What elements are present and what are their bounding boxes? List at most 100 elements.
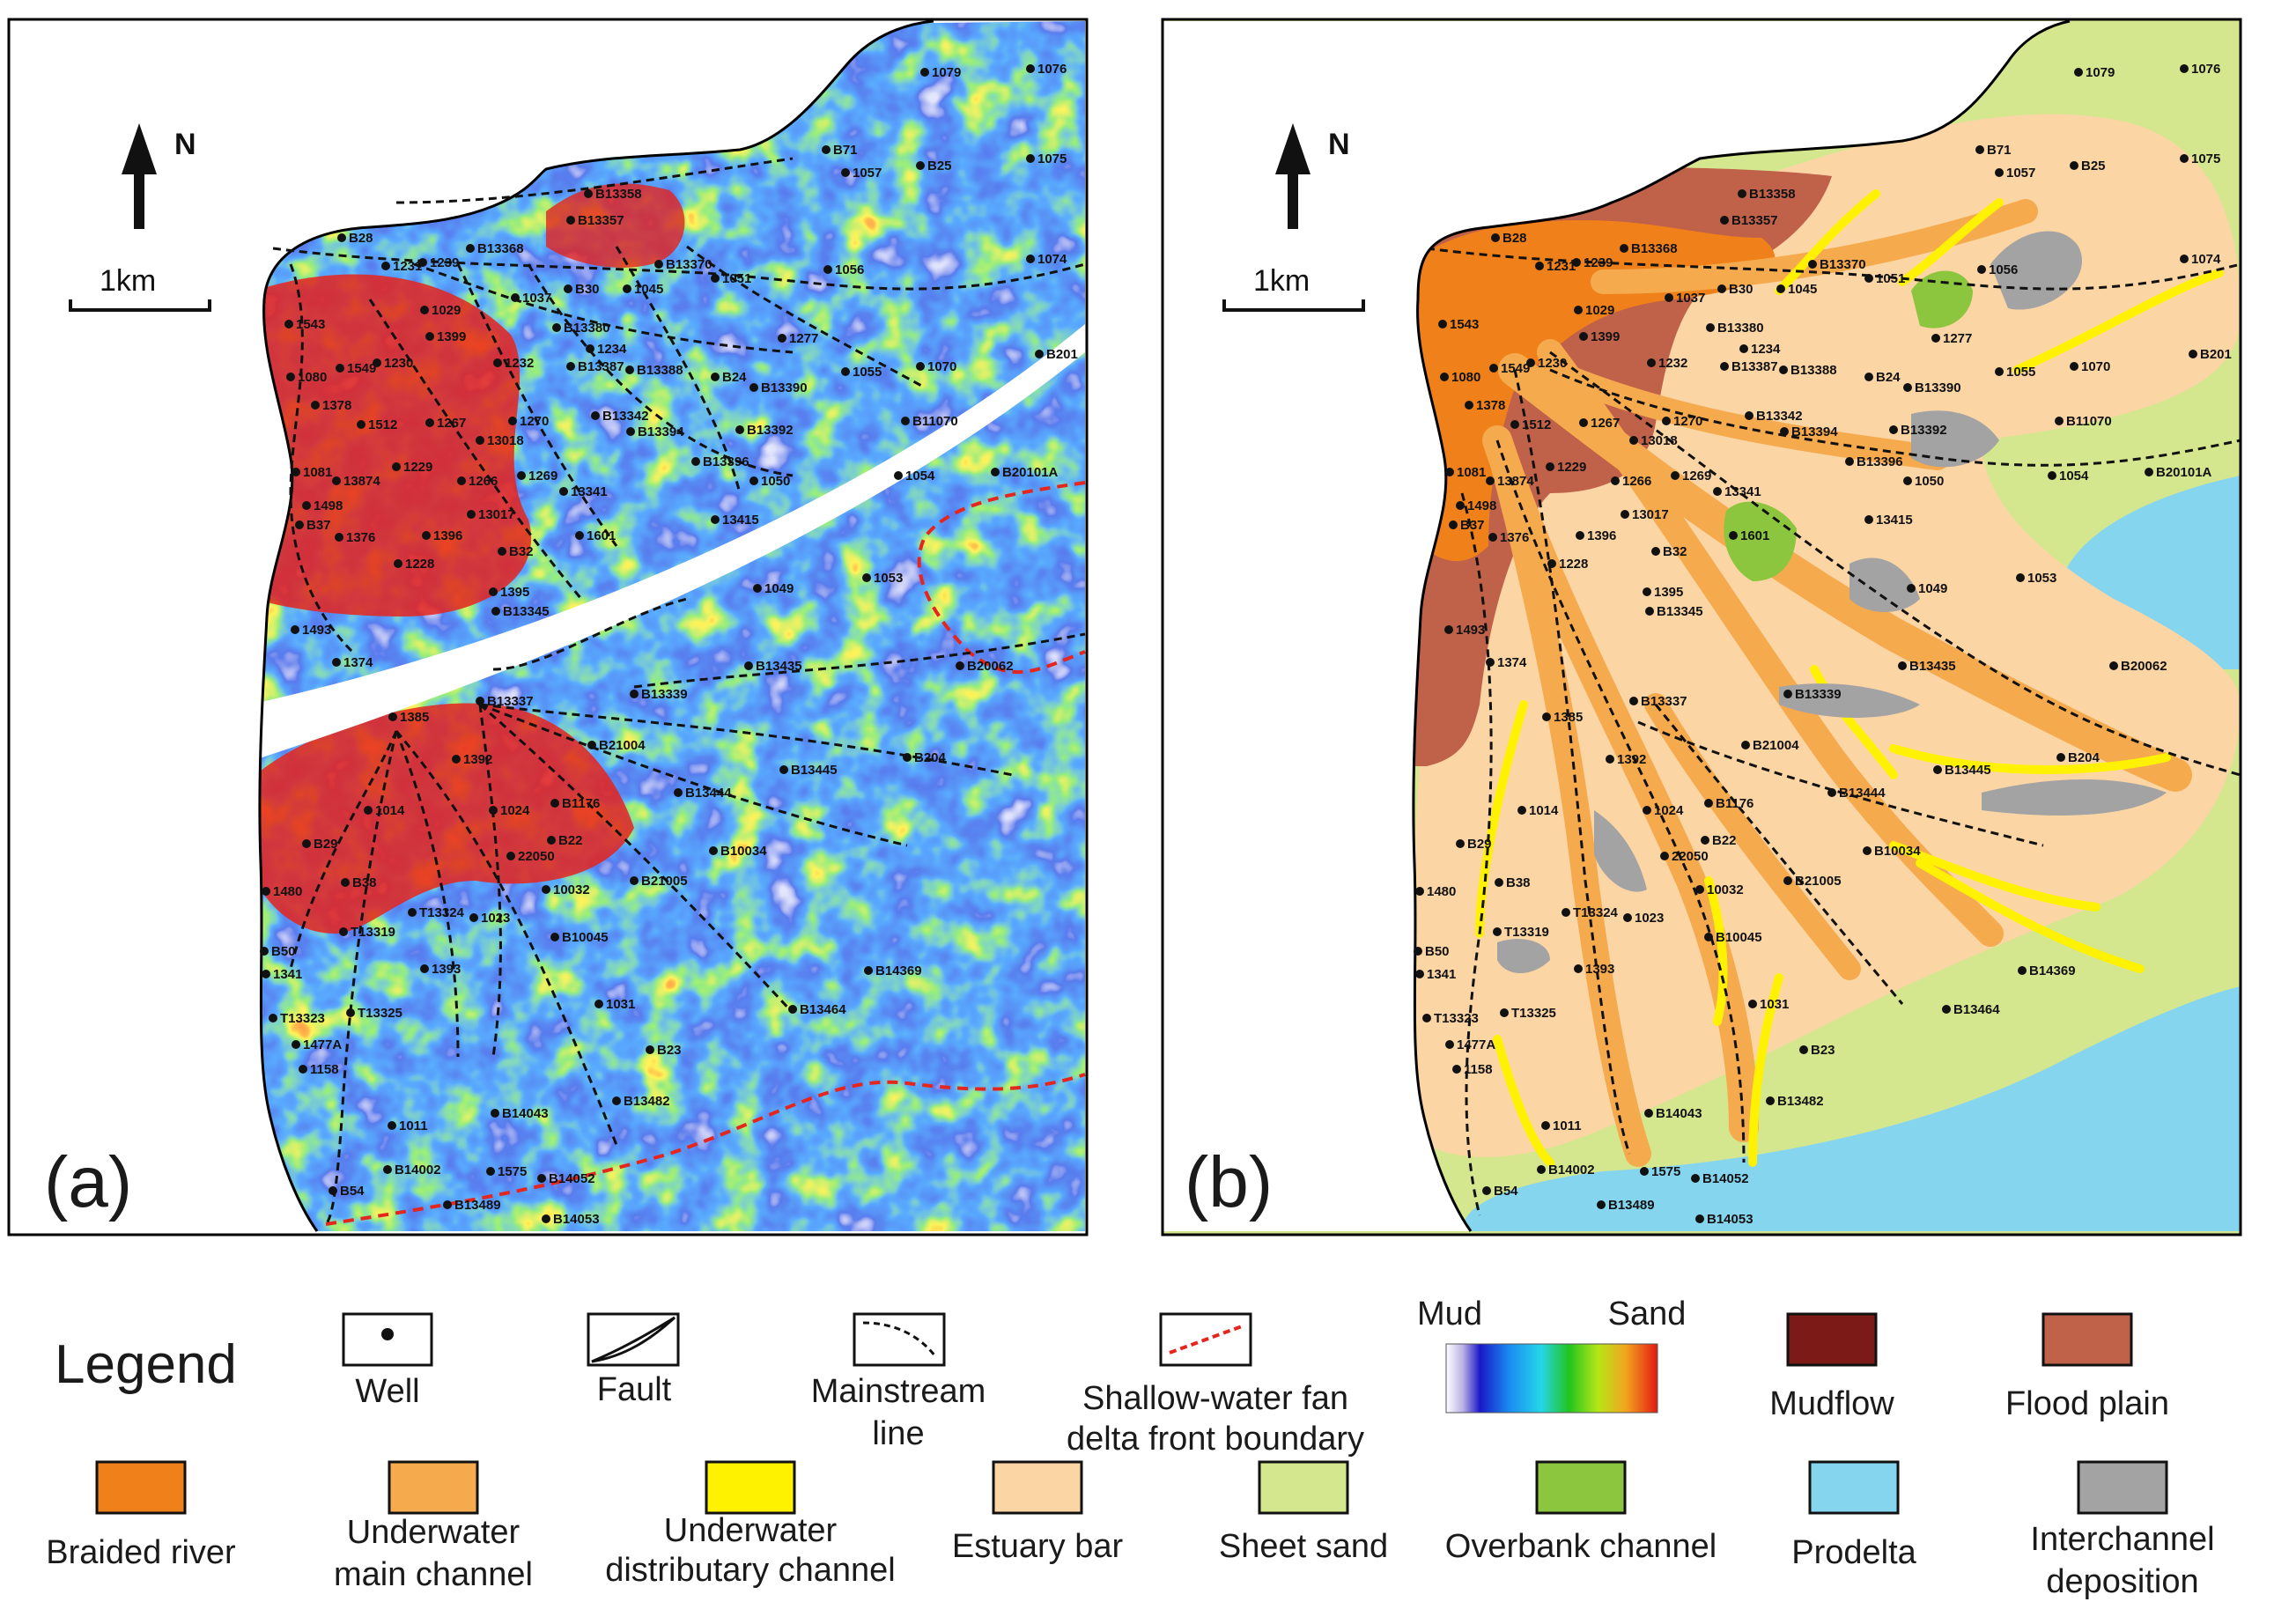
well-13874: 13874 — [1486, 474, 1534, 489]
scale-label-a: 1km — [100, 264, 156, 298]
well-B29: B29 — [302, 837, 338, 852]
well-label: B71 — [833, 143, 858, 158]
well-B14043: B14043 — [491, 1106, 549, 1121]
well-marker — [2018, 966, 2027, 975]
legend-colorbar: Mud Sand — [1417, 1296, 1687, 1414]
well-22050: 22050 — [506, 849, 555, 864]
well-marker — [1488, 533, 1497, 542]
well-13415: 13415 — [1864, 513, 1913, 528]
well-1054: 1054 — [2048, 469, 2089, 484]
well-marker — [1691, 1174, 1700, 1183]
mudflow-swatch — [1786, 1312, 1878, 1367]
well-label: 1023 — [1635, 911, 1664, 926]
well-label: 1392 — [463, 752, 492, 767]
well-label: 1385 — [400, 710, 429, 725]
well-B201: B201 — [1035, 347, 1078, 362]
well-label: B20062 — [2121, 659, 2167, 674]
mainstream-lines-a — [272, 157, 1086, 1226]
well-marker — [1660, 852, 1669, 860]
well-label: 1011 — [399, 1118, 428, 1133]
well-marker — [550, 799, 559, 808]
underwater-main-channel-label: main channel — [334, 1556, 533, 1593]
well-marker — [864, 966, 873, 975]
well-label: B10034 — [720, 844, 767, 859]
well-label: 13018 — [1641, 433, 1678, 448]
well-marker — [709, 846, 718, 855]
interchannel-deposition-swatch — [2077, 1460, 2168, 1515]
well-label: B25 — [2081, 159, 2106, 173]
well-1075: 1075 — [2180, 151, 2220, 166]
colorbar-high-label: Sand — [1608, 1296, 1687, 1332]
well-1076: 1076 — [1026, 62, 1067, 77]
well-label: 1080 — [298, 370, 327, 385]
well-label: 1080 — [1451, 370, 1480, 385]
mainstream-lines-b — [1426, 247, 2241, 1216]
well-label: B13387 — [1731, 359, 1778, 374]
delta-front-boundary-a1 — [917, 481, 1086, 674]
well-marker — [1526, 358, 1535, 367]
well-label: T13325 — [1511, 1006, 1556, 1021]
well-label: B13339 — [1795, 687, 1842, 702]
well-label: B14053 — [1707, 1212, 1753, 1227]
well-label: 1070 — [2081, 359, 2110, 374]
well-B13390: B13390 — [749, 380, 808, 395]
well-B54: B54 — [1482, 1184, 1518, 1199]
well-label: 1056 — [835, 262, 864, 277]
well-marker — [1776, 284, 1785, 293]
well-label: 10032 — [553, 882, 590, 897]
well-marker — [260, 947, 269, 956]
well-B23: B23 — [646, 1043, 682, 1058]
well-label: 1050 — [1915, 474, 1944, 489]
well-label: 1079 — [932, 65, 961, 80]
well-label: B13394 — [1791, 424, 1838, 439]
well-marker — [1495, 878, 1503, 887]
well-label: B13342 — [602, 409, 649, 424]
well-marker — [1977, 265, 1986, 274]
well-B13390: B13390 — [1903, 380, 1961, 395]
well-label: B21004 — [599, 738, 646, 753]
well-label: B13339 — [641, 687, 688, 702]
well-label: B13435 — [756, 659, 802, 674]
well-1228: 1228 — [1547, 557, 1588, 572]
well-1480: 1480 — [262, 884, 302, 899]
well-1230: 1230 — [373, 356, 413, 371]
well-marker — [1799, 1045, 1808, 1054]
well-label: 1055 — [2006, 365, 2035, 380]
well-marker — [1026, 64, 1035, 73]
well-label: B10045 — [1716, 930, 1762, 945]
well-label: B13380 — [1717, 321, 1764, 336]
well-label: B14053 — [553, 1212, 600, 1227]
well-1074: 1074 — [1026, 252, 1067, 267]
well-marker — [1542, 712, 1551, 721]
well-marker — [284, 320, 293, 328]
well-label: B54 — [340, 1184, 365, 1199]
well-label: T13319 — [1504, 925, 1549, 940]
well-1228: 1228 — [394, 557, 434, 572]
well-marker — [511, 293, 520, 302]
well-1543: 1543 — [284, 317, 325, 332]
well-B13394: B13394 — [626, 424, 684, 439]
well-B13396: B13396 — [1845, 454, 1903, 469]
well-marker — [1729, 531, 1738, 540]
well-marker — [1465, 401, 1473, 410]
well-label: 1270 — [1673, 414, 1702, 429]
well-marker — [753, 584, 762, 593]
interchannel-deposition-label: deposition — [2046, 1563, 2198, 1600]
well-marker — [625, 365, 634, 374]
well-marker — [903, 753, 912, 762]
well-label: B13345 — [503, 604, 550, 619]
well-B20101A: B20101A — [2145, 465, 2212, 480]
well-B13339: B13339 — [630, 687, 688, 702]
well-marker — [862, 573, 871, 582]
well-marker — [1517, 806, 1526, 815]
well-B21004: B21004 — [1741, 738, 1799, 753]
well-label: B21005 — [1795, 874, 1842, 889]
well-label: 1024 — [500, 803, 530, 818]
well-B13394: B13394 — [1780, 424, 1838, 439]
well-label: 1341 — [1427, 967, 1456, 982]
well-marker — [2109, 661, 2118, 670]
well-label: 1477A — [303, 1037, 342, 1052]
well-label: B38 — [352, 875, 377, 890]
well-label: B13358 — [1749, 187, 1796, 202]
well-label: B30 — [575, 282, 600, 297]
